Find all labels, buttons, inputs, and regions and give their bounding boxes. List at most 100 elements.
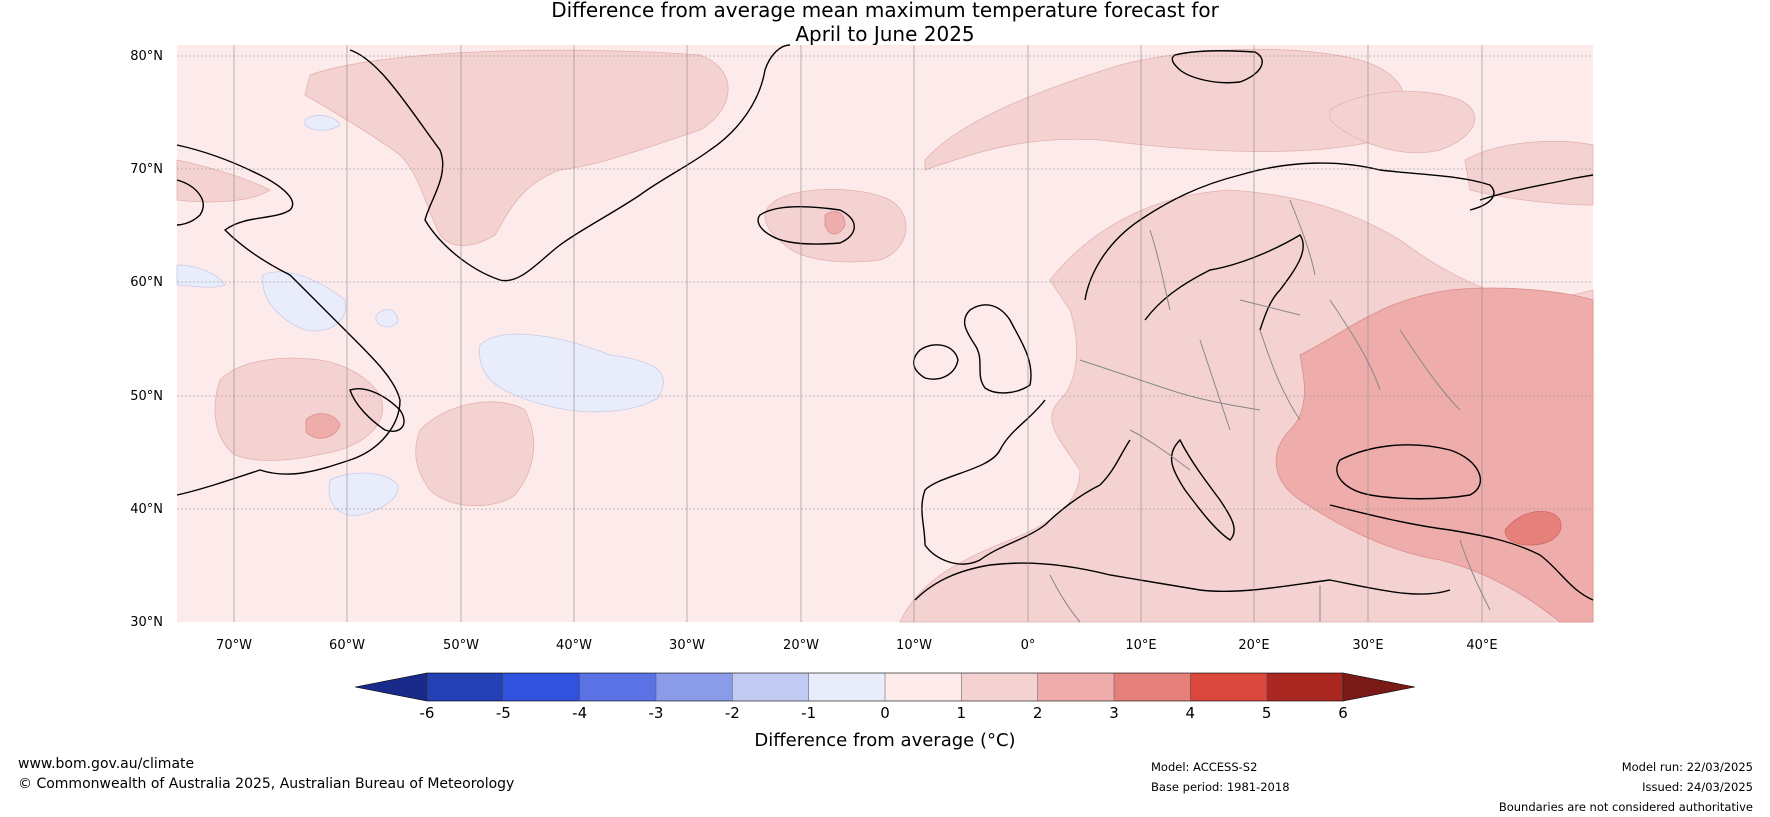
lat-label: 70°N — [130, 162, 163, 177]
lat-label: 30°N — [130, 615, 163, 630]
cool-region-newfoundland-offshore — [375, 309, 399, 328]
lat-label: 40°N — [130, 502, 163, 517]
lon-label: 20°W — [783, 638, 819, 653]
colorbar-tick-label: 1 — [957, 704, 967, 722]
coastline-north-africa — [914, 562, 1451, 601]
coastline-greenland — [349, 44, 791, 282]
cool-region-labrador — [262, 271, 347, 332]
coastline-great-britain — [963, 304, 1032, 394]
lat-label: 80°N — [130, 49, 163, 64]
border-finland-russia — [1289, 199, 1316, 276]
colorbar-segment — [427, 673, 504, 701]
boundaries-disclaimer: Boundaries are not considered authoritat… — [1498, 800, 1753, 814]
anomaly-region-iceland-core — [824, 211, 846, 235]
colorbar-segment — [732, 673, 809, 701]
coastline-hudson — [176, 179, 204, 226]
coastline-baltic — [1144, 234, 1304, 331]
colorbar-segment — [885, 673, 962, 701]
colorbar-tick-label: 6 — [1338, 704, 1348, 722]
colorbar-segment — [579, 673, 656, 701]
lon-label: 20°E — [1238, 638, 1269, 653]
colorbar-tick-label: -6 — [420, 704, 435, 722]
title-line-2: April to June 2025 — [795, 22, 975, 46]
coastline-svalbard — [1171, 50, 1263, 84]
footer-model-info: Model: ACCESS-S2 Base period: 1981-2018 — [1151, 757, 1290, 797]
lat-label: 60°N — [130, 275, 163, 290]
coastline-black-sea — [1336, 444, 1482, 500]
colorbar-tick-label: -5 — [496, 704, 511, 722]
gridlines — [177, 45, 1593, 622]
cool-region-nova-scotia — [328, 472, 399, 516]
colorbar-tick-label: -1 — [801, 704, 816, 722]
colorbar-segment — [656, 673, 733, 701]
footer-left: www.bom.gov.au/climate © Commonwealth of… — [18, 754, 514, 794]
model-name: Model: ACCESS-S2 — [1151, 760, 1258, 774]
colorbar: -6 -5 -4 -3 -2 -1 0 1 2 3 4 5 6 — [354, 672, 1416, 722]
coastline-novaya-zemlya — [1479, 174, 1594, 201]
border-baltic-states — [1239, 299, 1301, 316]
coastline-france-iberia — [921, 399, 1131, 565]
anomaly-region-east-edge — [1464, 140, 1594, 206]
anomaly-region-greenland — [304, 49, 729, 246]
colorbar-tick-label: 3 — [1109, 704, 1119, 722]
colorbar-extend-low — [354, 672, 428, 702]
border-central-europe — [1079, 359, 1261, 411]
latitude-labels: 80°N 70°N 60°N 50°N 40°N 30°N — [130, 49, 163, 630]
border-eastern-europe — [1199, 339, 1231, 431]
anomaly-region-newfoundland — [214, 357, 383, 461]
anomaly-region-midatlantic — [415, 401, 535, 507]
border-russia-ukraine — [1399, 329, 1461, 411]
colorbar-tick-label: -4 — [572, 704, 587, 722]
coastline-italy — [1170, 438, 1235, 541]
colorbar-tick-label: 0 — [880, 704, 890, 722]
lon-label: 0° — [1021, 638, 1036, 653]
border-russia-west — [1329, 299, 1381, 391]
colorbar-tick-label: -2 — [725, 704, 740, 722]
border-poland-ukraine — [1259, 329, 1301, 421]
website-link[interactable]: www.bom.gov.au/climate — [18, 756, 195, 772]
model-run-date: Model run: 22/03/2025 — [1621, 760, 1753, 774]
colorbar-segment — [503, 673, 580, 701]
colorbar-label: Difference from average (°C) — [754, 730, 1016, 751]
footer-run-info: Model run: 22/03/2025 Issued: 24/03/2025… — [1499, 757, 1753, 817]
colorbar-segment — [1266, 673, 1343, 701]
border-scandinavia — [1149, 229, 1171, 311]
colorbar-segment — [1037, 673, 1114, 701]
map-title: Difference from average mean maximum tem… — [0, 0, 1770, 46]
lon-label: 40°W — [556, 638, 592, 653]
colorbar-segment — [1114, 673, 1191, 701]
lon-label: 50°W — [443, 638, 479, 653]
anomaly-region-barents — [1329, 90, 1475, 154]
coastline-newfoundland — [349, 388, 405, 432]
base-period: Base period: 1981-2018 — [1151, 780, 1290, 794]
cool-region-baffin — [304, 115, 341, 131]
lon-label: 30°W — [669, 638, 705, 653]
coastlines — [176, 44, 1594, 601]
coastline-norway — [1084, 162, 1495, 301]
colorbar-tick-label: 5 — [1262, 704, 1272, 722]
coastline-turkey — [1329, 504, 1594, 601]
lon-label: 10°W — [896, 638, 932, 653]
colorbar-extend-high — [1342, 672, 1416, 702]
colorbar-segment — [961, 673, 1038, 701]
border-north-africa — [1049, 574, 1081, 623]
colorbar-tick-label: 2 — [1033, 704, 1043, 722]
colorbar-segment — [1190, 673, 1267, 701]
colorbar-tick-label: -3 — [649, 704, 664, 722]
border-balkans — [1129, 429, 1191, 471]
border-middle-east — [1459, 539, 1491, 611]
lon-label: 60°W — [329, 638, 365, 653]
lon-label: 10°E — [1125, 638, 1156, 653]
colorbar-segment — [808, 673, 885, 701]
cool-region-hudson-strait — [176, 264, 226, 288]
lon-label: 40°E — [1466, 638, 1497, 653]
title-line-1: Difference from average mean maximum tem… — [551, 0, 1219, 22]
coastline-iceland — [757, 206, 855, 245]
copyright-text: © Commonwealth of Australia 2025, Austra… — [18, 776, 515, 792]
issued-date: Issued: 24/03/2025 — [1642, 780, 1753, 794]
lon-label: 30°E — [1352, 638, 1383, 653]
anomaly-region-gulf-st-lawrence — [305, 413, 341, 439]
anomaly-3-to-4-regions — [1504, 511, 1562, 546]
